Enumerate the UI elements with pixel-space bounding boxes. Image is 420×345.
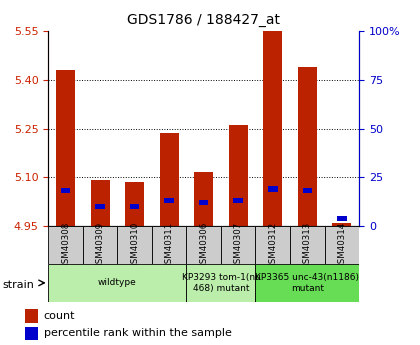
Title: GDS1786 / 188427_at: GDS1786 / 188427_at	[127, 13, 280, 27]
Bar	[332, 223, 351, 226]
Text: GSM40310: GSM40310	[130, 221, 139, 268]
Bar	[194, 172, 213, 226]
Bar	[268, 186, 278, 191]
Bar	[83, 226, 117, 264]
Bar	[255, 226, 290, 264]
Bar	[25, 309, 38, 323]
Bar	[186, 226, 221, 264]
Bar	[164, 198, 174, 203]
Text: GSM40313: GSM40313	[303, 221, 312, 268]
Text: KP3293 tom-1(nu
468) mutant: KP3293 tom-1(nu 468) mutant	[181, 273, 260, 293]
Bar	[255, 264, 359, 302]
Bar	[48, 264, 186, 302]
Bar	[234, 198, 243, 203]
Bar	[337, 216, 346, 221]
Text: GSM40306: GSM40306	[199, 221, 208, 268]
Bar	[117, 226, 152, 264]
Bar	[298, 67, 317, 226]
Bar	[186, 264, 255, 302]
Bar	[125, 182, 144, 226]
Bar	[221, 226, 255, 264]
Text: GSM40307: GSM40307	[234, 221, 243, 268]
Text: GSM40308: GSM40308	[61, 221, 70, 268]
Text: percentile rank within the sample: percentile rank within the sample	[44, 328, 231, 338]
Text: strain: strain	[2, 280, 34, 289]
Bar	[263, 29, 282, 226]
Bar	[25, 327, 38, 340]
Bar	[160, 134, 178, 226]
Bar	[56, 70, 75, 226]
Text: wildtype: wildtype	[98, 278, 137, 287]
Bar	[302, 188, 312, 194]
Bar	[199, 200, 208, 205]
Text: GSM40312: GSM40312	[268, 221, 277, 268]
Bar	[325, 226, 359, 264]
Bar	[61, 188, 70, 194]
Bar	[152, 226, 186, 264]
Bar	[48, 226, 83, 264]
Text: count: count	[44, 311, 75, 321]
Text: GSM40311: GSM40311	[165, 221, 173, 268]
Bar	[290, 226, 325, 264]
Text: GSM40309: GSM40309	[96, 221, 105, 268]
Bar	[95, 204, 105, 209]
Bar	[130, 204, 139, 209]
Text: GSM40314: GSM40314	[337, 221, 346, 268]
Text: KP3365 unc-43(n1186)
mutant: KP3365 unc-43(n1186) mutant	[255, 273, 359, 293]
Bar	[91, 180, 110, 226]
Bar	[229, 125, 248, 226]
